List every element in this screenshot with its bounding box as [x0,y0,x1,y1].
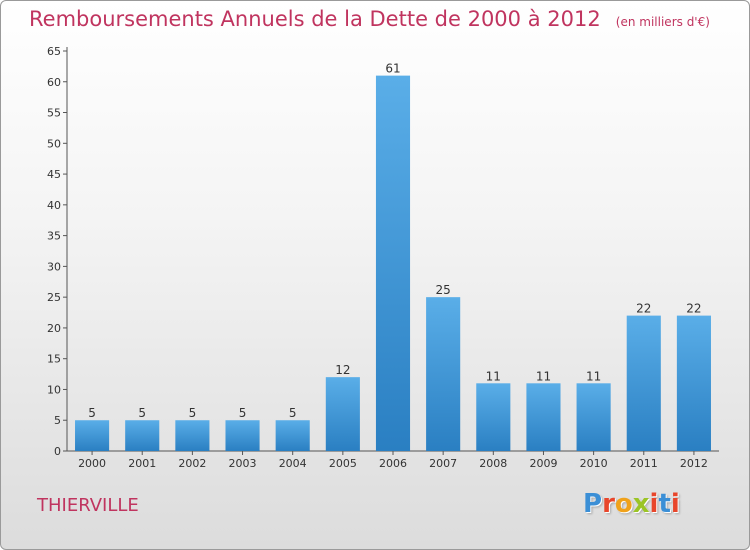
bar-value-label: 11 [536,369,551,383]
y-tick-label: 25 [47,291,61,304]
bar-value-label: 12 [335,363,350,377]
bar-value-label: 22 [686,302,701,316]
bar-value-label: 11 [586,369,601,383]
y-tick-label: 65 [47,45,61,58]
y-tick-label: 60 [47,76,61,89]
bar [476,383,511,451]
y-tick-label: 5 [54,414,61,427]
logo-letter: i [670,489,680,519]
y-tick-label: 10 [47,383,61,396]
bar [275,420,310,451]
y-tick-label: 20 [47,322,61,335]
logo-letter: x [632,489,650,519]
x-tick-label: 2000 [78,457,106,470]
logo-letter: r [602,489,615,519]
bar-value-label: 22 [636,302,651,316]
bar [125,420,160,451]
y-tick-label: 50 [47,137,61,150]
bar [375,75,411,451]
logo-letter: i [649,489,659,519]
bar [676,315,711,451]
x-tick-label: 2008 [479,457,507,470]
chart-title-text: Remboursements Annuels de la Dette de 20… [29,7,601,31]
x-tick-label: 2012 [680,457,708,470]
y-tick-label: 0 [54,445,61,458]
y-tick-label: 45 [47,168,61,181]
logo-letter: P [583,489,603,519]
y-tick-label: 40 [47,199,61,212]
y-tick-label: 35 [47,230,61,243]
bar [175,420,210,451]
x-tick-label: 2005 [329,457,357,470]
proxiti-logo: Proxiti [583,489,680,519]
x-tick-label: 2003 [229,457,257,470]
bar-value-label: 11 [486,369,501,383]
x-tick-label: 2009 [529,457,557,470]
bar-value-label: 5 [239,406,247,420]
x-tick-label: 2002 [178,457,206,470]
bar-value-label: 61 [385,62,400,76]
bar-value-label: 5 [189,406,197,420]
x-tick-label: 2010 [580,457,608,470]
x-tick-label: 2011 [630,457,658,470]
bar [426,297,461,451]
chart-bars [75,75,711,451]
x-tick-label: 2004 [279,457,307,470]
chart-title: Remboursements Annuels de la Dette de 20… [29,7,710,31]
logo-letter: t [658,489,671,519]
bar-value-label: 5 [88,406,96,420]
y-tick-label: 55 [47,107,61,120]
bar-value-label: 5 [138,406,146,420]
bar [626,315,661,451]
bar [576,383,611,451]
bar [75,420,110,451]
logo-letter: o [614,489,633,519]
bar-value-label: 5 [289,406,297,420]
bar [526,383,561,451]
x-tick-label: 2007 [429,457,457,470]
bar-value-label: 25 [436,283,451,297]
chart-labels: 2000 5 2001 5 2002 5 2003 5 2004 5 2005 12 2006 61 200… [78,62,708,470]
y-tick-label: 15 [47,353,61,366]
y-tick-label: 30 [47,260,61,273]
commune-name: THIERVILLE [37,495,139,516]
x-tick-label: 2001 [128,457,156,470]
bar [225,420,260,451]
x-tick-label: 2006 [379,457,407,470]
chart-unit-label: (en milliers d'€) [615,15,710,29]
bar [325,377,360,451]
